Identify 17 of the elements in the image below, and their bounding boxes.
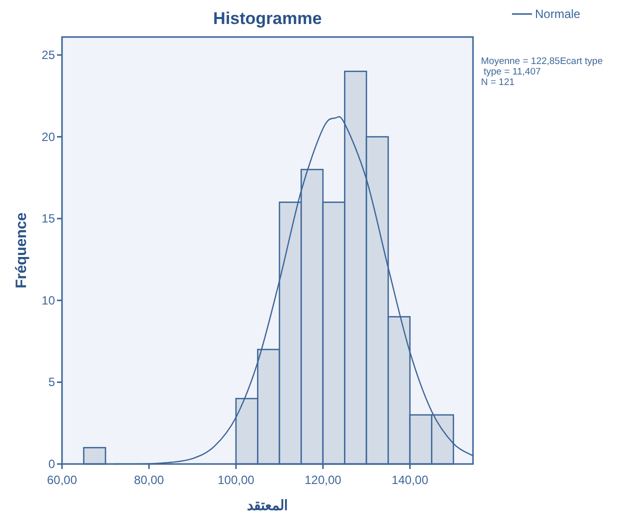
legend-label: Normale bbox=[535, 7, 581, 21]
y-tick-label: 25 bbox=[42, 48, 56, 62]
chart-title: Histogramme bbox=[213, 9, 322, 28]
x-axis-title: المعتقد bbox=[247, 497, 288, 513]
x-tick-label: 140,00 bbox=[392, 473, 429, 487]
x-tick-label: 60,00 bbox=[46, 473, 78, 487]
y-axis-title: Fréquence bbox=[13, 212, 30, 288]
x-tick-label: 120,00 bbox=[304, 473, 342, 487]
text: Moyenne = 122,85Ecart type type = 11,407 N = 121 bbox=[481, 56, 603, 88]
y-tick-label: 20 bbox=[42, 130, 56, 144]
y-tick-label: 0 bbox=[48, 457, 56, 471]
y-tick-label: 15 bbox=[42, 212, 56, 226]
x-tick-label: 100,00 bbox=[218, 473, 255, 487]
y-tick-label: 5 bbox=[48, 375, 56, 390]
legend: Normale bbox=[512, 7, 580, 21]
x-tick-label: 80,00 bbox=[134, 473, 164, 487]
y-tick-label: 10 bbox=[42, 293, 56, 308]
